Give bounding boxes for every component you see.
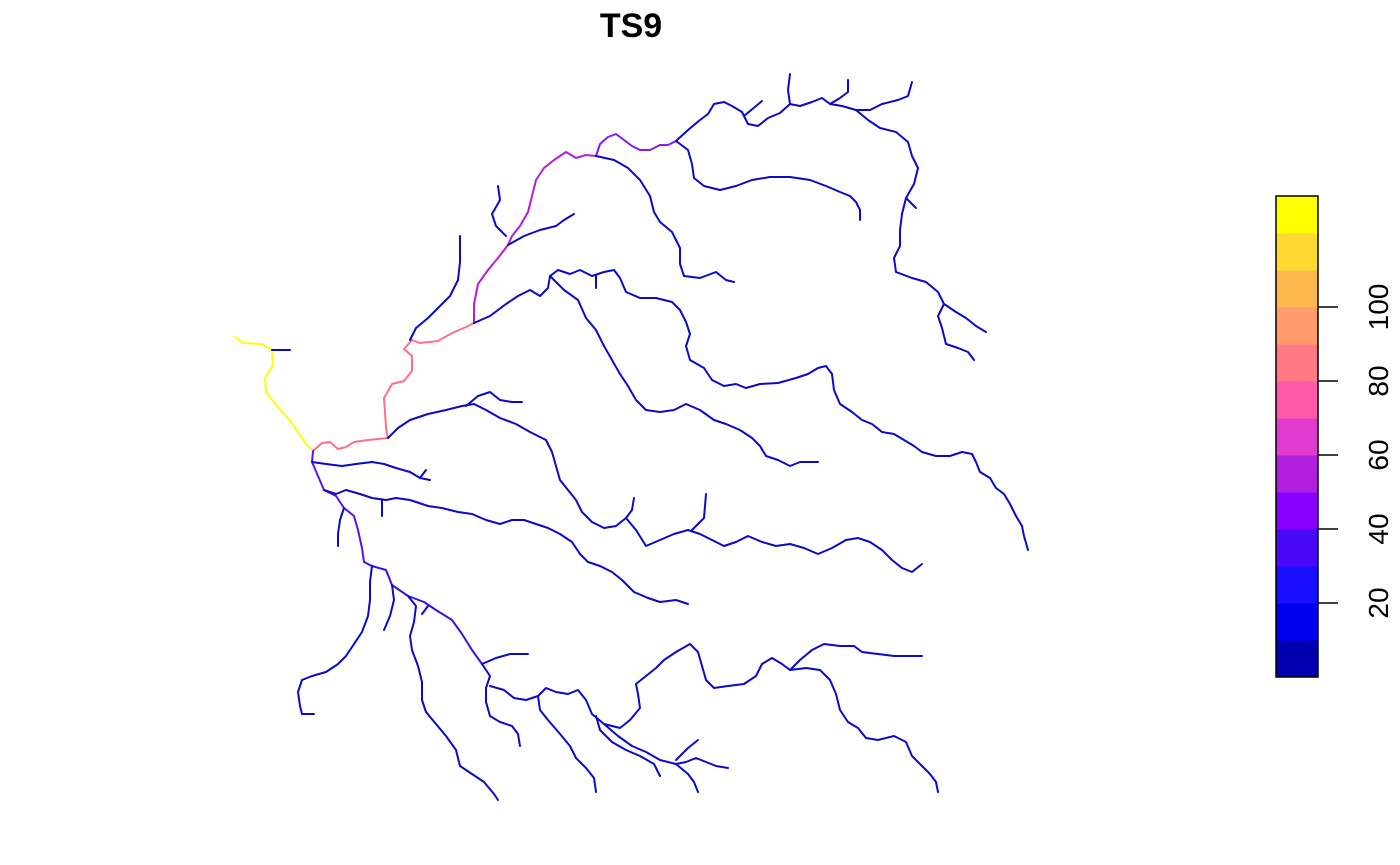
tributary-north-mid [595, 155, 735, 283]
colorbar-bin [1276, 603, 1318, 641]
tributary-ne-east [855, 109, 975, 361]
tributary-southeast [789, 667, 939, 793]
colorbar-tick-label: 100 [1363, 284, 1394, 331]
colorbar-tick-label: 20 [1363, 587, 1394, 618]
tributary-south-long [323, 489, 689, 605]
tributary-south-branch-f [603, 723, 699, 793]
colorbar-frame [1275, 195, 1319, 678]
colorbar-bin [1276, 233, 1318, 271]
tributary-upper-west-b [507, 213, 575, 246]
tributary-ne-spur-1 [743, 100, 763, 117]
river-reach-upper-main [595, 133, 677, 157]
tributary-mid-west-spur [465, 391, 523, 407]
tributary-mid-east [625, 517, 923, 573]
river-network [234, 73, 1029, 801]
colorbar-bin [1276, 455, 1318, 493]
colorbar-bin [1276, 344, 1318, 382]
tributary-upper-west-c [409, 235, 461, 341]
tributary-southwest [297, 565, 373, 715]
colorbar-ticks: 20 40 60 80 100 [1318, 284, 1394, 619]
colorbar-legend: 20 40 60 80 100 [1275, 195, 1394, 678]
tributary-north-central [675, 140, 861, 221]
tributary-south-upper [311, 461, 431, 481]
tributary-central [549, 275, 819, 467]
river-reach-south-trunk [311, 450, 365, 563]
tributary-south-short [337, 507, 345, 547]
map-title: TS9 [600, 7, 662, 45]
tributary-south-inner-spur [421, 605, 429, 615]
tributary-mid-west [387, 403, 635, 529]
colorbar-bin [1276, 640, 1318, 678]
tributary-northeast-ridge [675, 81, 913, 142]
tributary-south-inner [407, 595, 499, 801]
colorbar-bin [1276, 270, 1318, 308]
colorbar-tick-label: 60 [1363, 439, 1394, 470]
tributaries [297, 73, 1029, 801]
river-reach-south-trunk-2 [363, 561, 483, 665]
tributary-south-branch-d [537, 695, 597, 793]
tributary-central-north [473, 269, 1029, 551]
tributary-south-branch-b [481, 653, 529, 665]
tributary-ne-spur-3 [829, 79, 849, 105]
river-reach-lower-main [312, 322, 475, 452]
river-reach-outlet [234, 336, 314, 452]
tributary-south-branch-g [675, 757, 729, 769]
tributary-mid-east-spur [691, 493, 707, 531]
colorbar-bins [1276, 196, 1318, 678]
colorbar-tick-label: 40 [1363, 513, 1394, 544]
colorbar-bin [1276, 381, 1318, 419]
tributary-ne-spur-2 [787, 73, 791, 105]
colorbar-bin [1276, 566, 1318, 604]
tributary-south-branch-e [595, 715, 661, 777]
colorbar-bin [1276, 492, 1318, 530]
tributary-south-branch-c [489, 643, 923, 729]
colorbar-bin [1276, 418, 1318, 456]
tributary-ne-east-spur-1 [905, 197, 917, 209]
river-reach-middle-main [473, 151, 597, 324]
tributary-south-branch-a [481, 663, 521, 747]
tributary-south-branch-h [675, 739, 699, 761]
tributary-upper-west-a [491, 185, 507, 237]
tributary-south-upper-spur [419, 469, 427, 479]
colorbar-tick-label: 80 [1363, 365, 1394, 396]
tributary-ne-east-spur-2 [943, 303, 987, 333]
colorbar-bin [1276, 307, 1318, 345]
colorbar-bin [1276, 529, 1318, 567]
tributary-southwest-spur [383, 584, 395, 631]
colorbar-bin [1276, 196, 1318, 234]
